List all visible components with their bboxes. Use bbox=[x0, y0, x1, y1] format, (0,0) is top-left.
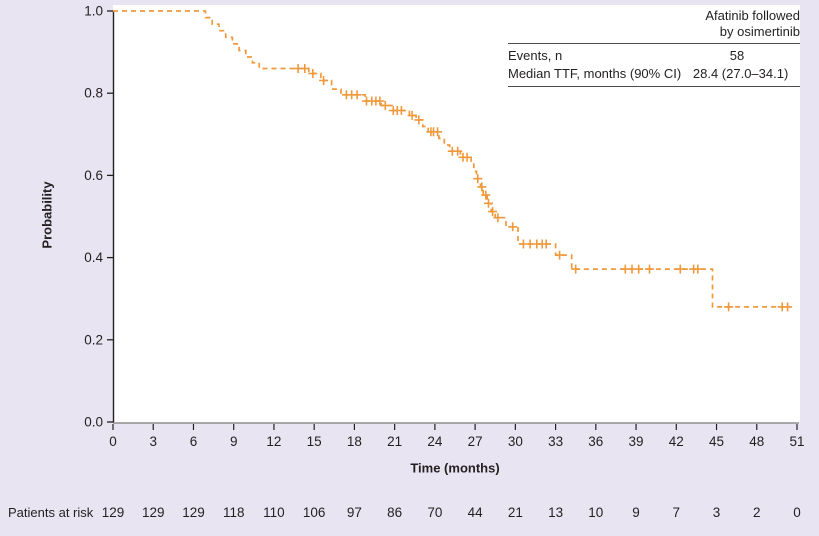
risk-count: 129 bbox=[102, 505, 125, 520]
patients-at-risk-label: Patients at risk bbox=[8, 505, 94, 520]
risk-count: 9 bbox=[632, 505, 640, 520]
y-tick-label: 0.0 bbox=[84, 415, 103, 430]
risk-count: 97 bbox=[347, 505, 362, 520]
x-tick-label: 30 bbox=[508, 434, 523, 449]
stats-header-line1: Afatinib followed bbox=[705, 8, 800, 23]
y-tick-label: 0.2 bbox=[84, 332, 103, 347]
x-tick-label: 48 bbox=[749, 434, 764, 449]
x-tick-label: 33 bbox=[548, 434, 563, 449]
risk-count: 70 bbox=[427, 505, 442, 520]
risk-count: 129 bbox=[182, 505, 205, 520]
risk-count: 2 bbox=[753, 505, 761, 520]
x-tick-label: 39 bbox=[629, 434, 644, 449]
y-tick-label: 0.6 bbox=[84, 168, 103, 183]
plot-area bbox=[113, 5, 800, 423]
x-axis-label: Time (months) bbox=[410, 460, 500, 476]
stats-table-body: Events, n 58 Median TTF, months (90% CI)… bbox=[508, 44, 800, 87]
y-tick-label: 0.8 bbox=[84, 86, 103, 101]
x-tick-label: 21 bbox=[387, 434, 402, 449]
x-tick-label: 12 bbox=[266, 434, 281, 449]
x-tick-label: 42 bbox=[669, 434, 684, 449]
x-tick-label: 24 bbox=[427, 434, 443, 449]
risk-count: 129 bbox=[142, 505, 165, 520]
risk-count: 106 bbox=[303, 505, 326, 520]
risk-count: 86 bbox=[387, 505, 402, 520]
x-tick-label: 51 bbox=[789, 434, 804, 449]
risk-count: 7 bbox=[673, 505, 681, 520]
y-tick-label: 0.4 bbox=[84, 250, 103, 265]
risk-count: 0 bbox=[793, 505, 801, 520]
stats-row-events: Events, n 58 bbox=[508, 48, 800, 64]
risk-count: 13 bbox=[548, 505, 563, 520]
stats-row-events-label: Events, n bbox=[508, 48, 563, 63]
x-tick-label: 27 bbox=[468, 434, 483, 449]
x-tick-label: 18 bbox=[347, 434, 362, 449]
stats-row-events-value: 58 bbox=[729, 48, 745, 63]
y-axis-label: Probability bbox=[39, 181, 55, 249]
x-tick-label: 45 bbox=[709, 434, 724, 449]
stats-table-header: Afatinib followed by osimertinib bbox=[508, 8, 800, 44]
stats-row-median-ttf-label: Median TTF, months (90% CI) bbox=[508, 66, 682, 81]
risk-count: 21 bbox=[508, 505, 523, 520]
stats-table: Afatinib followed by osimertinib Events,… bbox=[508, 8, 800, 87]
risk-count: 110 bbox=[263, 505, 285, 520]
x-tick-label: 3 bbox=[149, 434, 157, 449]
x-tick-label: 9 bbox=[230, 434, 238, 449]
x-tick-label: 15 bbox=[307, 434, 322, 449]
stats-row-median-ttf: Median TTF, months (90% CI) 28.4 (27.0–3… bbox=[508, 66, 800, 82]
x-tick-label: 36 bbox=[588, 434, 603, 449]
stats-row-median-ttf-value: 28.4 (27.0–34.1) bbox=[692, 66, 789, 81]
risk-count: 10 bbox=[588, 505, 603, 520]
risk-count: 44 bbox=[468, 505, 484, 520]
stats-header-line2: by osimertinib bbox=[719, 24, 800, 39]
x-tick-label: 6 bbox=[190, 434, 198, 449]
censor-marks bbox=[293, 64, 793, 312]
y-tick-label: 1.0 bbox=[84, 4, 103, 19]
risk-count: 118 bbox=[223, 505, 245, 520]
x-tick-label: 0 bbox=[109, 434, 117, 449]
risk-count: 3 bbox=[713, 505, 721, 520]
